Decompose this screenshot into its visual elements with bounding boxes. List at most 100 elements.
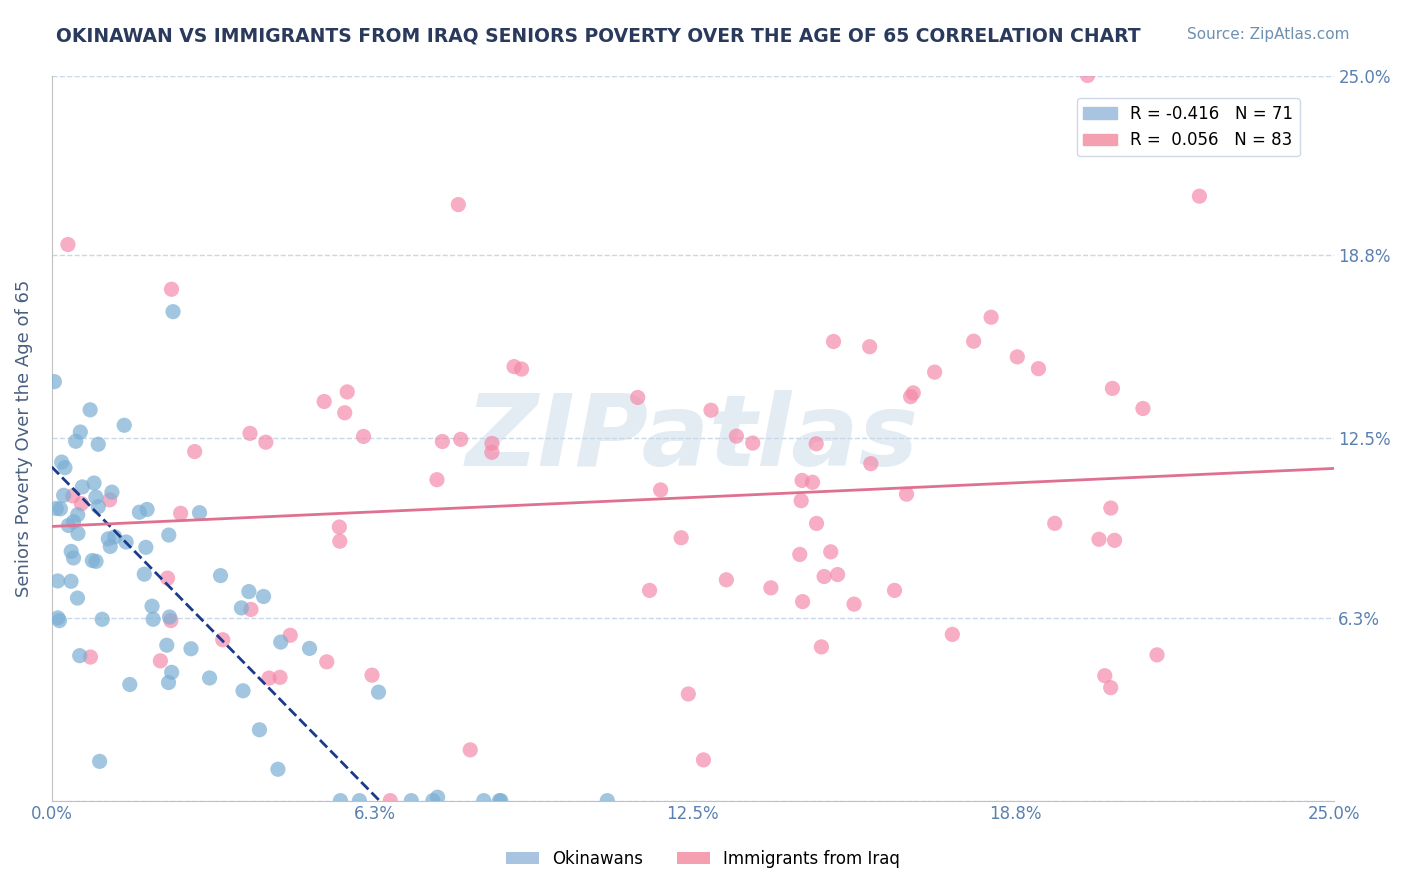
Okinawans <box>401 794 423 808</box>
Immigrants from Iraq <box>900 390 922 404</box>
Legend: R = -0.416   N = 71, R =  0.056   N = 83: R = -0.416 N = 71, R = 0.056 N = 83 <box>1077 98 1299 156</box>
Immigrants from Iraq <box>450 433 472 447</box>
Immigrants from Iraq <box>211 632 233 647</box>
Okinawans <box>62 551 84 566</box>
Okinawans <box>160 665 183 680</box>
Okinawans <box>141 599 163 614</box>
Immigrants from Iraq <box>1088 533 1111 547</box>
Immigrants from Iraq <box>896 487 918 501</box>
Text: Source: ZipAtlas.com: Source: ZipAtlas.com <box>1187 27 1350 42</box>
Okinawans <box>60 544 83 558</box>
Immigrants from Iraq <box>458 743 481 757</box>
Okinawans <box>84 490 107 504</box>
Okinawans <box>270 635 292 649</box>
Okinawans <box>489 794 512 808</box>
Legend: Okinawans, Immigrants from Iraq: Okinawans, Immigrants from Iraq <box>499 844 907 875</box>
Immigrants from Iraq <box>827 567 849 582</box>
Okinawans <box>44 375 66 389</box>
Okinawans <box>232 683 254 698</box>
Immigrants from Iraq <box>1101 381 1123 395</box>
Okinawans <box>157 675 180 690</box>
Okinawans <box>159 610 181 624</box>
Immigrants from Iraq <box>790 474 813 488</box>
Okinawans <box>87 437 110 451</box>
Text: OKINAWAN VS IMMIGRANTS FROM IRAQ SENIORS POVERTY OVER THE AGE OF 65 CORRELATION : OKINAWAN VS IMMIGRANTS FROM IRAQ SENIORS… <box>56 27 1140 45</box>
Okinawans <box>231 601 253 615</box>
Immigrants from Iraq <box>98 492 121 507</box>
Immigrants from Iraq <box>278 628 301 642</box>
Immigrants from Iraq <box>329 534 352 549</box>
Immigrants from Iraq <box>62 489 84 503</box>
Okinawans <box>66 591 89 605</box>
Immigrants from Iraq <box>361 668 384 682</box>
Immigrants from Iraq <box>257 671 280 685</box>
Immigrants from Iraq <box>481 436 503 450</box>
Immigrants from Iraq <box>962 334 984 349</box>
Immigrants from Iraq <box>789 548 811 562</box>
Immigrants from Iraq <box>1188 189 1211 203</box>
Immigrants from Iraq <box>1146 648 1168 662</box>
Okinawans <box>58 518 80 533</box>
Immigrants from Iraq <box>254 435 277 450</box>
Immigrants from Iraq <box>806 437 828 451</box>
Okinawans <box>267 762 290 776</box>
Okinawans <box>488 794 510 808</box>
Immigrants from Iraq <box>149 654 172 668</box>
Okinawans <box>72 480 94 494</box>
Immigrants from Iraq <box>650 483 672 497</box>
Immigrants from Iraq <box>842 597 865 611</box>
Okinawans <box>252 590 274 604</box>
Immigrants from Iraq <box>160 614 183 628</box>
Okinawans <box>98 540 121 554</box>
Immigrants from Iraq <box>447 197 470 211</box>
Okinawans <box>69 425 91 439</box>
Okinawans <box>298 641 321 656</box>
Immigrants from Iraq <box>380 794 402 808</box>
Immigrants from Iraq <box>1104 533 1126 548</box>
Okinawans <box>53 460 76 475</box>
Okinawans <box>51 455 73 469</box>
Immigrants from Iraq <box>328 520 350 534</box>
Okinawans <box>422 794 444 808</box>
Okinawans <box>209 568 232 582</box>
Immigrants from Iraq <box>160 282 183 296</box>
Immigrants from Iraq <box>481 445 503 459</box>
Okinawans <box>69 648 91 663</box>
Immigrants from Iraq <box>239 602 262 616</box>
Immigrants from Iraq <box>903 385 925 400</box>
Immigrants from Iraq <box>790 493 813 508</box>
Immigrants from Iraq <box>169 506 191 520</box>
Immigrants from Iraq <box>859 457 882 471</box>
Immigrants from Iraq <box>432 434 454 449</box>
Immigrants from Iraq <box>239 426 262 441</box>
Okinawans <box>101 485 124 500</box>
Immigrants from Iraq <box>79 650 101 665</box>
Immigrants from Iraq <box>759 581 782 595</box>
Okinawans <box>91 612 114 626</box>
Okinawans <box>118 677 141 691</box>
Immigrants from Iraq <box>1028 361 1050 376</box>
Okinawans <box>157 528 180 542</box>
Immigrants from Iraq <box>269 670 291 684</box>
Okinawans <box>128 505 150 519</box>
Okinawans <box>49 501 72 516</box>
Okinawans <box>156 638 179 652</box>
Immigrants from Iraq <box>56 237 79 252</box>
Immigrants from Iraq <box>741 436 763 450</box>
Okinawans <box>52 488 75 502</box>
Immigrants from Iraq <box>1099 681 1122 695</box>
Okinawans <box>198 671 221 685</box>
Okinawans <box>45 501 67 516</box>
Immigrants from Iraq <box>426 473 449 487</box>
Immigrants from Iraq <box>810 640 832 654</box>
Okinawans <box>104 530 127 544</box>
Okinawans <box>472 794 495 808</box>
Immigrants from Iraq <box>314 394 336 409</box>
Immigrants from Iraq <box>1007 350 1029 364</box>
Okinawans <box>329 794 352 808</box>
Immigrants from Iraq <box>820 545 842 559</box>
Immigrants from Iraq <box>183 444 205 458</box>
Immigrants from Iraq <box>1132 401 1154 416</box>
Okinawans <box>66 508 89 522</box>
Immigrants from Iraq <box>725 429 748 443</box>
